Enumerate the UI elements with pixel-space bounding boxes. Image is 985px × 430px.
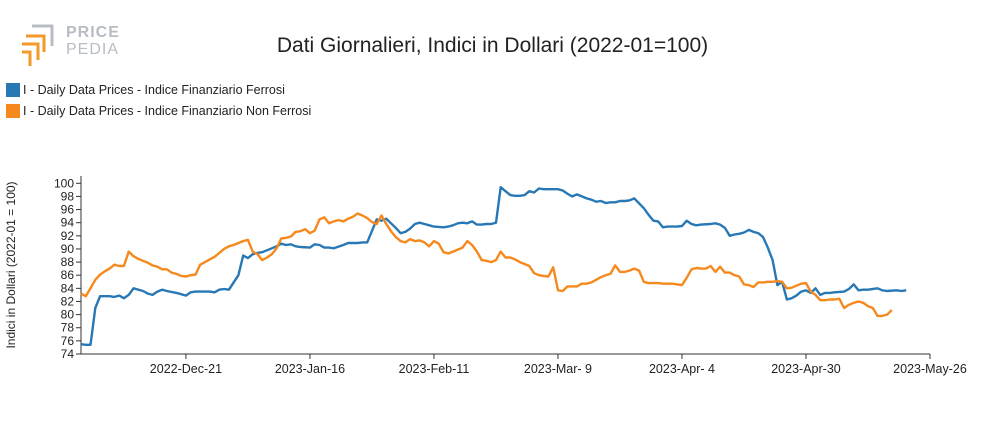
- y-tick-label: 88: [61, 255, 75, 269]
- logo-pedia-text: PEDIA: [66, 41, 120, 58]
- y-tick-label: 90: [61, 242, 75, 256]
- y-tick-label: 80: [61, 308, 75, 322]
- y-tick-label: 94: [61, 216, 75, 230]
- pricepedia-logo: PRICE PEDIA: [18, 22, 128, 68]
- y-tick-label: 84: [61, 281, 75, 295]
- x-tick-label: 2023-May-26: [893, 362, 967, 376]
- x-tick-label: 2022-Dec-21: [150, 362, 222, 376]
- chart-title: Dati Giornalieri, Indici in Dollari (202…: [276, 34, 709, 57]
- x-tick-label: 2023-Apr- 4: [649, 362, 715, 376]
- x-tick-label: 2023-Apr-30: [771, 362, 841, 376]
- series-line-ferrosi[interactable]: [80, 186, 907, 346]
- logo-bars-icon: [22, 24, 54, 66]
- legend-item-ferrosi[interactable]: I - Daily Data Prices - Indice Finanziar…: [6, 79, 311, 100]
- y-tick-label: 74: [61, 347, 75, 361]
- legend-label-ferrosi: I - Daily Data Prices - Indice Finanziar…: [23, 82, 285, 97]
- y-tick-label: 98: [61, 189, 75, 203]
- series-line-non-ferrosi[interactable]: [80, 212, 893, 318]
- y-tick-label: 92: [61, 229, 75, 243]
- legend-swatch-ferrosi: [6, 82, 20, 97]
- logo-price-text: PRICE: [66, 24, 120, 41]
- chart-lines: [80, 186, 907, 346]
- y-tick-label: 100: [54, 176, 74, 190]
- y-tick-label: 96: [61, 203, 75, 217]
- legend-swatch-non-ferrosi: [6, 103, 20, 118]
- y-tick-label: 76: [61, 334, 75, 348]
- y-tick-label: 86: [61, 268, 75, 282]
- x-tick-label: 2023-Feb-11: [399, 362, 470, 376]
- chart-legend: I - Daily Data Prices - Indice Finanziar…: [6, 79, 311, 121]
- y-tick-label: 82: [61, 294, 75, 308]
- y-axis-label: Indici in Dollari (2022-01 = 100): [4, 181, 18, 348]
- legend-item-non-ferrosi[interactable]: I - Daily Data Prices - Indice Finanziar…: [6, 100, 311, 121]
- y-tick-label: 78: [61, 321, 75, 335]
- x-tick-label: 2023-Jan-16: [275, 362, 345, 376]
- x-tick-label: 2023-Mar- 9: [524, 362, 592, 376]
- legend-label-non-ferrosi: I - Daily Data Prices - Indice Finanziar…: [23, 103, 312, 118]
